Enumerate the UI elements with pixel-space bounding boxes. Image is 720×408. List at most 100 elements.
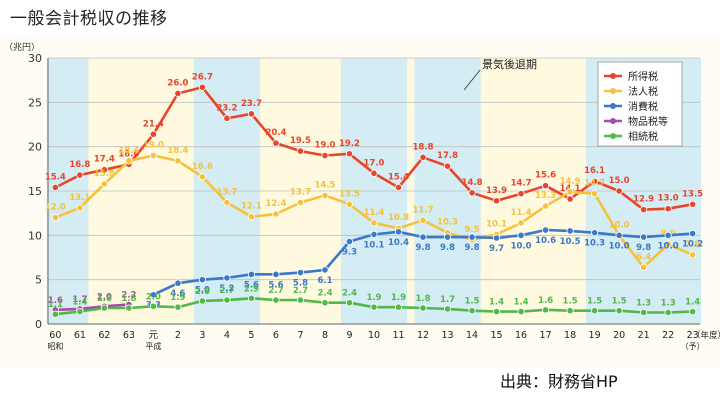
data-label: 6.4 bbox=[636, 252, 651, 262]
data-point bbox=[174, 279, 182, 287]
data-point bbox=[76, 307, 84, 316]
chart: 0 5 10 15 20 25 30 （兆円） 60 昭和 61 62 63 元平成 2 3 4 5 6 7 8 9 10 1… bbox=[0, 38, 720, 368]
data-label: 19.0 bbox=[143, 141, 164, 151]
data-label: 12.4 bbox=[265, 199, 286, 209]
x-tick-label: 6 bbox=[273, 330, 279, 341]
data-label: 1.3 bbox=[661, 298, 676, 308]
data-point bbox=[640, 263, 648, 271]
data-label: 2.2 bbox=[121, 290, 136, 300]
data-point bbox=[394, 303, 403, 311]
data-label: 9.8 bbox=[415, 243, 430, 253]
data-label: 10.6 bbox=[535, 236, 556, 246]
data-label: 1.6 bbox=[538, 296, 553, 306]
legend-label-4: 相続税 bbox=[628, 130, 658, 143]
data-label: 9.8 bbox=[465, 243, 480, 253]
data-label: 2.7 bbox=[293, 286, 308, 296]
data-point bbox=[51, 214, 59, 222]
data-point bbox=[640, 233, 648, 241]
data-label: 10.3 bbox=[437, 218, 458, 228]
x-tick-label: 4 bbox=[224, 330, 230, 341]
x-tick-label: 5 bbox=[248, 330, 254, 341]
data-point bbox=[149, 302, 157, 310]
x-tick-label: 7 bbox=[297, 330, 303, 341]
data-point bbox=[76, 171, 84, 179]
data-label: 2.0 bbox=[97, 292, 112, 302]
data-point bbox=[517, 219, 525, 227]
data-point bbox=[296, 147, 305, 155]
data-label: 18.4 bbox=[167, 146, 188, 156]
y-tick-label: 15 bbox=[28, 185, 42, 198]
data-label: 1.8 bbox=[415, 294, 430, 304]
data-label: 1.4 bbox=[514, 298, 529, 308]
data-label: 19.2 bbox=[339, 139, 360, 149]
data-point bbox=[247, 270, 256, 278]
page-title: 一般会計税収の推移 bbox=[10, 9, 168, 29]
data-point bbox=[174, 157, 182, 165]
data-label: 16.6 bbox=[192, 162, 213, 172]
data-point bbox=[541, 202, 550, 210]
data-point bbox=[321, 266, 329, 274]
data-label: 12.9 bbox=[633, 195, 654, 205]
data-label: 1.9 bbox=[366, 293, 381, 303]
series-line-3 bbox=[55, 303, 129, 312]
data-label: 2.7 bbox=[268, 286, 283, 296]
data-point bbox=[296, 198, 305, 207]
data-point bbox=[419, 216, 427, 224]
data-point bbox=[370, 230, 378, 239]
data-point bbox=[100, 180, 108, 188]
data-label: 15.8 bbox=[94, 169, 115, 179]
data-point bbox=[566, 195, 574, 203]
data-label: 26.7 bbox=[192, 72, 213, 82]
y-tick-label: 0 bbox=[35, 318, 42, 331]
data-point bbox=[689, 307, 697, 316]
data-point bbox=[370, 303, 378, 311]
x-tick-label: 19 bbox=[589, 330, 601, 341]
x-tick-sublabel: 平成 bbox=[145, 341, 161, 351]
data-point bbox=[394, 228, 403, 236]
x-tick-label: 8 bbox=[322, 330, 328, 341]
data-point bbox=[566, 307, 574, 315]
data-point bbox=[443, 305, 452, 313]
data-label: 10.5 bbox=[560, 237, 581, 247]
data-point bbox=[149, 291, 157, 299]
data-label: 17.4 bbox=[94, 155, 115, 165]
data-point bbox=[566, 188, 574, 196]
data-point bbox=[689, 229, 697, 238]
data-point bbox=[370, 219, 378, 227]
data-label: 10.3 bbox=[584, 239, 605, 249]
data-label: 4.6 bbox=[170, 289, 185, 299]
data-point bbox=[419, 153, 427, 161]
data-point bbox=[591, 307, 599, 315]
legend-label-1: 法人税 bbox=[628, 85, 658, 98]
data-point bbox=[640, 206, 648, 214]
data-label: 13.5 bbox=[682, 189, 703, 199]
data-point bbox=[591, 177, 599, 185]
x-tick-sublabel: 昭和 bbox=[47, 342, 63, 351]
data-point bbox=[174, 89, 182, 98]
data-label: 13.5 bbox=[339, 189, 360, 199]
data-point bbox=[100, 166, 108, 174]
x-tick-label: 9 bbox=[346, 330, 352, 341]
data-point bbox=[468, 189, 476, 197]
legend-marker-3 bbox=[610, 118, 616, 124]
data-point bbox=[125, 304, 133, 312]
data-point bbox=[689, 200, 697, 208]
data-label: 14.8 bbox=[462, 178, 483, 188]
y-tick-label: 30 bbox=[28, 52, 42, 65]
data-point bbox=[321, 299, 329, 307]
data-label: 9.8 bbox=[440, 243, 455, 253]
data-label: 17.0 bbox=[364, 158, 385, 168]
data-point bbox=[468, 307, 476, 315]
data-label: 1.5 bbox=[465, 297, 480, 307]
data-label: 15.4 bbox=[388, 172, 409, 182]
legend-marker-1 bbox=[610, 88, 616, 94]
data-point bbox=[272, 270, 280, 278]
legend-marker-0 bbox=[610, 73, 616, 79]
data-label: 2.9 bbox=[244, 284, 259, 294]
x-tick-label: 22 bbox=[662, 330, 674, 341]
y-tick-label: 25 bbox=[28, 96, 42, 109]
data-point bbox=[615, 307, 623, 315]
data-label: 23.2 bbox=[216, 103, 237, 113]
data-point bbox=[591, 229, 599, 237]
data-point bbox=[566, 227, 574, 235]
